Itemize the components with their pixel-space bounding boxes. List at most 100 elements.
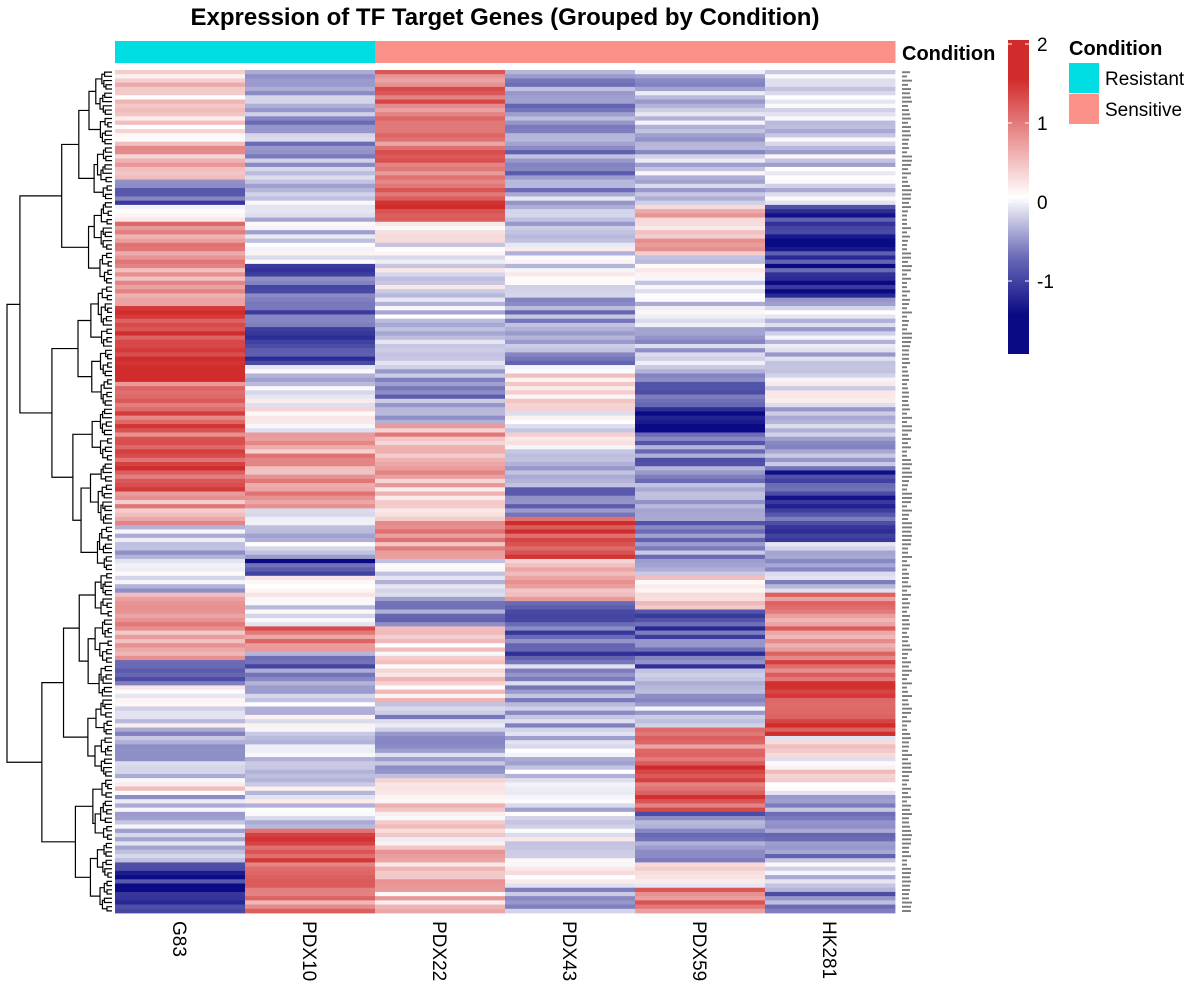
heatmap-cell [635,466,766,471]
heatmap-cell [505,727,636,733]
heatmap-cell [245,609,376,615]
row-label [902,661,911,664]
heatmap-cell [375,634,506,640]
color-scale-bar [1008,40,1029,354]
heatmap-cell [765,681,896,686]
heatmap-cell [375,213,506,218]
heatmap-cell [375,900,506,905]
heatmap-cell [635,643,766,648]
heatmap-cell [245,470,376,476]
color-scale-tick-label: 2 [1037,35,1048,56]
heatmap-cell [765,158,896,164]
row-label [902,383,907,386]
heatmap-cell [245,820,376,825]
legend-swatch-sensitive [1069,94,1099,124]
row-label [902,720,911,723]
heatmap-cell [375,660,506,665]
heatmap-cell [635,478,766,484]
row-dendrogram [6,71,112,912]
row-label [902,147,909,150]
heatmap-cell [505,681,636,686]
heatmap-cell [765,546,896,551]
heatmap-cell [245,778,376,783]
row-label [902,724,907,727]
heatmap-cell [245,799,376,804]
legend-title: Condition [1069,38,1162,60]
heatmap-cell [115,858,246,863]
heatmap-cell [505,255,636,261]
heatmap-cell [245,495,376,501]
heatmap-cell [245,390,376,395]
row-label [902,585,911,588]
heatmap-cell [375,365,506,370]
heatmap-cell [505,719,636,724]
heatmap-cell [505,436,636,442]
heatmap-cell [505,685,636,691]
heatmap-cell [375,116,506,121]
heatmap-cell [115,592,246,598]
heatmap-cell [245,91,376,96]
heatmap-cell [375,752,506,758]
row-label [902,189,912,192]
heatmap-cell [765,457,896,463]
heatmap-cell [375,103,506,109]
heatmap-cell [765,280,896,286]
heatmap-cell [245,70,376,75]
heatmap-cell [375,643,506,648]
heatmap-cell [505,415,636,421]
heatmap-cell [635,188,766,193]
annotation-cell-pdx43 [505,41,636,63]
heatmap-cell [635,449,766,454]
row-label [902,459,911,461]
heatmap-cell [245,676,376,682]
heatmap-cell [765,272,896,277]
row-label [902,813,912,816]
heatmap-cell [245,120,376,126]
heatmap-cell [765,655,896,661]
heatmap-cell [765,778,896,783]
heatmap-cell [505,453,636,459]
heatmap-cell [765,129,896,134]
heatmap-cell [245,769,376,775]
heatmap-cell [505,381,636,387]
heatmap-cell [375,204,506,210]
heatmap-cell [505,209,636,214]
heatmap-cell [375,402,506,408]
heatmap-cell [505,129,636,134]
heatmap-cell [375,689,506,695]
heatmap-cell [635,891,766,897]
row-label [902,193,911,196]
heatmap-cell [245,887,376,893]
heatmap-cell [765,268,896,273]
heatmap-cell [765,622,896,627]
heatmap-cell [115,891,246,897]
heatmap-cell [245,238,376,244]
heatmap-cell [505,171,636,176]
heatmap-cell [245,301,376,307]
heatmap-cell [505,141,636,147]
heatmap-cell [765,150,896,155]
heatmap-cell [635,563,766,568]
heatmap-cell [375,268,506,273]
heatmap-cell [245,710,376,716]
heatmap-cell [765,529,896,535]
heatmap-cell [505,314,636,320]
heatmap-cell [635,474,766,480]
heatmap-cell [115,470,246,476]
heatmap-cell [375,356,506,362]
row-label [902,884,910,887]
heatmap-cell [505,647,636,653]
heatmap-cell [245,483,376,488]
heatmap-cell [505,630,636,636]
heatmap-cell [765,213,896,218]
heatmap-cell [635,306,766,311]
heatmap-cell [375,120,506,126]
heatmap-cell [115,259,246,265]
heatmap-cell [765,605,896,610]
heatmap-cell [505,470,636,476]
heatmap-cell [375,74,506,79]
heatmap-cell [505,272,636,277]
heatmap-cell [115,390,246,395]
heatmap-cell [245,605,376,610]
heatmap-cell [635,255,766,261]
